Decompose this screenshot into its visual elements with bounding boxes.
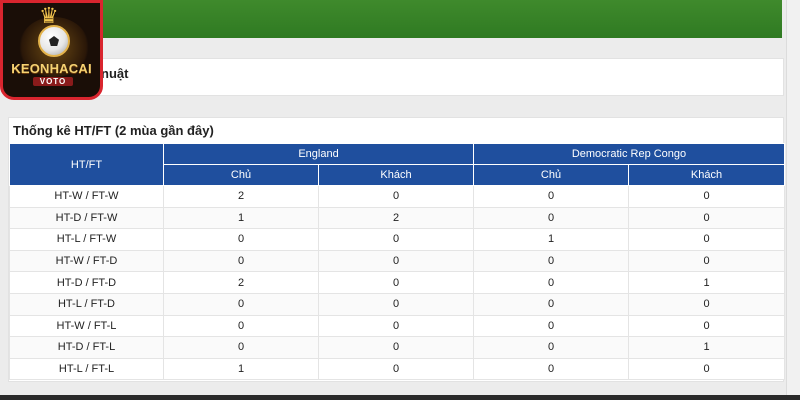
row-label: HT-W / FT-D [9,249,164,273]
row-label: HT-L / FT-D [9,292,164,316]
row-label: HT-D / FT-W [9,206,164,230]
vertical-scrollbar[interactable] [786,0,800,400]
table-row: HT-D / FT-L 0 0 0 1 [9,336,785,359]
table-cell: 0 [473,357,629,381]
table-cell: 0 [473,185,629,208]
table-cell: 1 [473,228,629,251]
table-cell: 0 [318,336,474,359]
table-cell: 0 [628,249,785,273]
table-cell: 0 [473,206,629,230]
crown-icon: ♛ [39,3,59,28]
row-label: HT-D / FT-D [9,271,164,294]
table-row: HT-D / FT-W 1 2 0 0 [9,206,785,230]
htft-stats-table: HT/FT England Democratic Rep Congo Chủ K… [9,143,785,381]
table-row: HT-L / FT-W 0 0 1 0 [9,228,785,251]
table-cell: 2 [318,206,474,230]
sub-header: Chủ [473,164,629,186]
sub-header: Chủ [163,164,319,186]
bottom-bar [0,395,800,400]
table-row: HT-L / FT-D 0 0 0 0 [9,292,785,316]
table-row: HT-W / FT-D 0 0 0 0 [9,249,785,273]
table-cell: 0 [473,314,629,338]
soccer-ball-icon [38,25,70,57]
table-cell: 0 [163,228,319,251]
logo-wordmark: KEONHACAI [11,61,92,76]
table-cell: 0 [318,292,474,316]
table-cell: 1 [163,357,319,381]
table-cell: 0 [318,228,474,251]
table-cell: 0 [318,314,474,338]
previous-section: nuật [8,58,784,96]
table-row: HT-D / FT-D 2 0 0 1 [9,271,785,294]
table-cell: 0 [318,249,474,273]
row-label: HT-D / FT-L [9,336,164,359]
table-cell: 1 [628,336,785,359]
table-cell: 0 [318,357,474,381]
table-cell: 2 [163,185,319,208]
column-header-htft: HT/FT [9,143,164,186]
table-cell: 0 [318,185,474,208]
row-label: HT-L / FT-L [9,357,164,381]
table-cell: 0 [163,249,319,273]
table-row: HT-W / FT-L 0 0 0 0 [9,314,785,338]
table-cell: 0 [318,271,474,294]
table-cell: 0 [473,249,629,273]
pitch-banner [0,0,782,38]
team-header-away: Democratic Rep Congo [473,143,785,165]
table-cell: 0 [628,206,785,230]
table-cell: 0 [628,314,785,338]
row-label: HT-W / FT-W [9,185,164,208]
htft-stats-card: Thống kê HT/FT (2 mùa gần đây) HT/FT Eng… [8,117,785,382]
table-cell: 0 [628,292,785,316]
team-header-home: England [163,143,474,165]
sub-header: Khách [318,164,474,186]
table-cell: 0 [473,336,629,359]
table-cell: 0 [628,357,785,381]
table-row: HT-W / FT-W 2 0 0 0 [9,185,785,208]
table-cell: 0 [473,271,629,294]
table-cell: 0 [628,228,785,251]
row-label: HT-L / FT-W [9,228,164,251]
logo-subtitle: VOTO [33,77,73,86]
table-cell: 1 [163,206,319,230]
table-cell: 1 [628,271,785,294]
table-cell: 0 [628,185,785,208]
section-title: nuật [101,66,129,81]
table-cell: 2 [163,271,319,294]
row-label: HT-W / FT-L [9,314,164,338]
table-cell: 0 [473,292,629,316]
sub-header: Khách [628,164,785,186]
site-logo[interactable]: ♛ KEONHACAI VOTO [0,0,103,100]
table-cell: 0 [163,292,319,316]
table-cell: 0 [163,336,319,359]
table-cell: 0 [163,314,319,338]
table-row: HT-L / FT-L 1 0 0 0 [9,357,785,381]
card-title: Thống kê HT/FT (2 mùa gần đây) [13,123,214,138]
